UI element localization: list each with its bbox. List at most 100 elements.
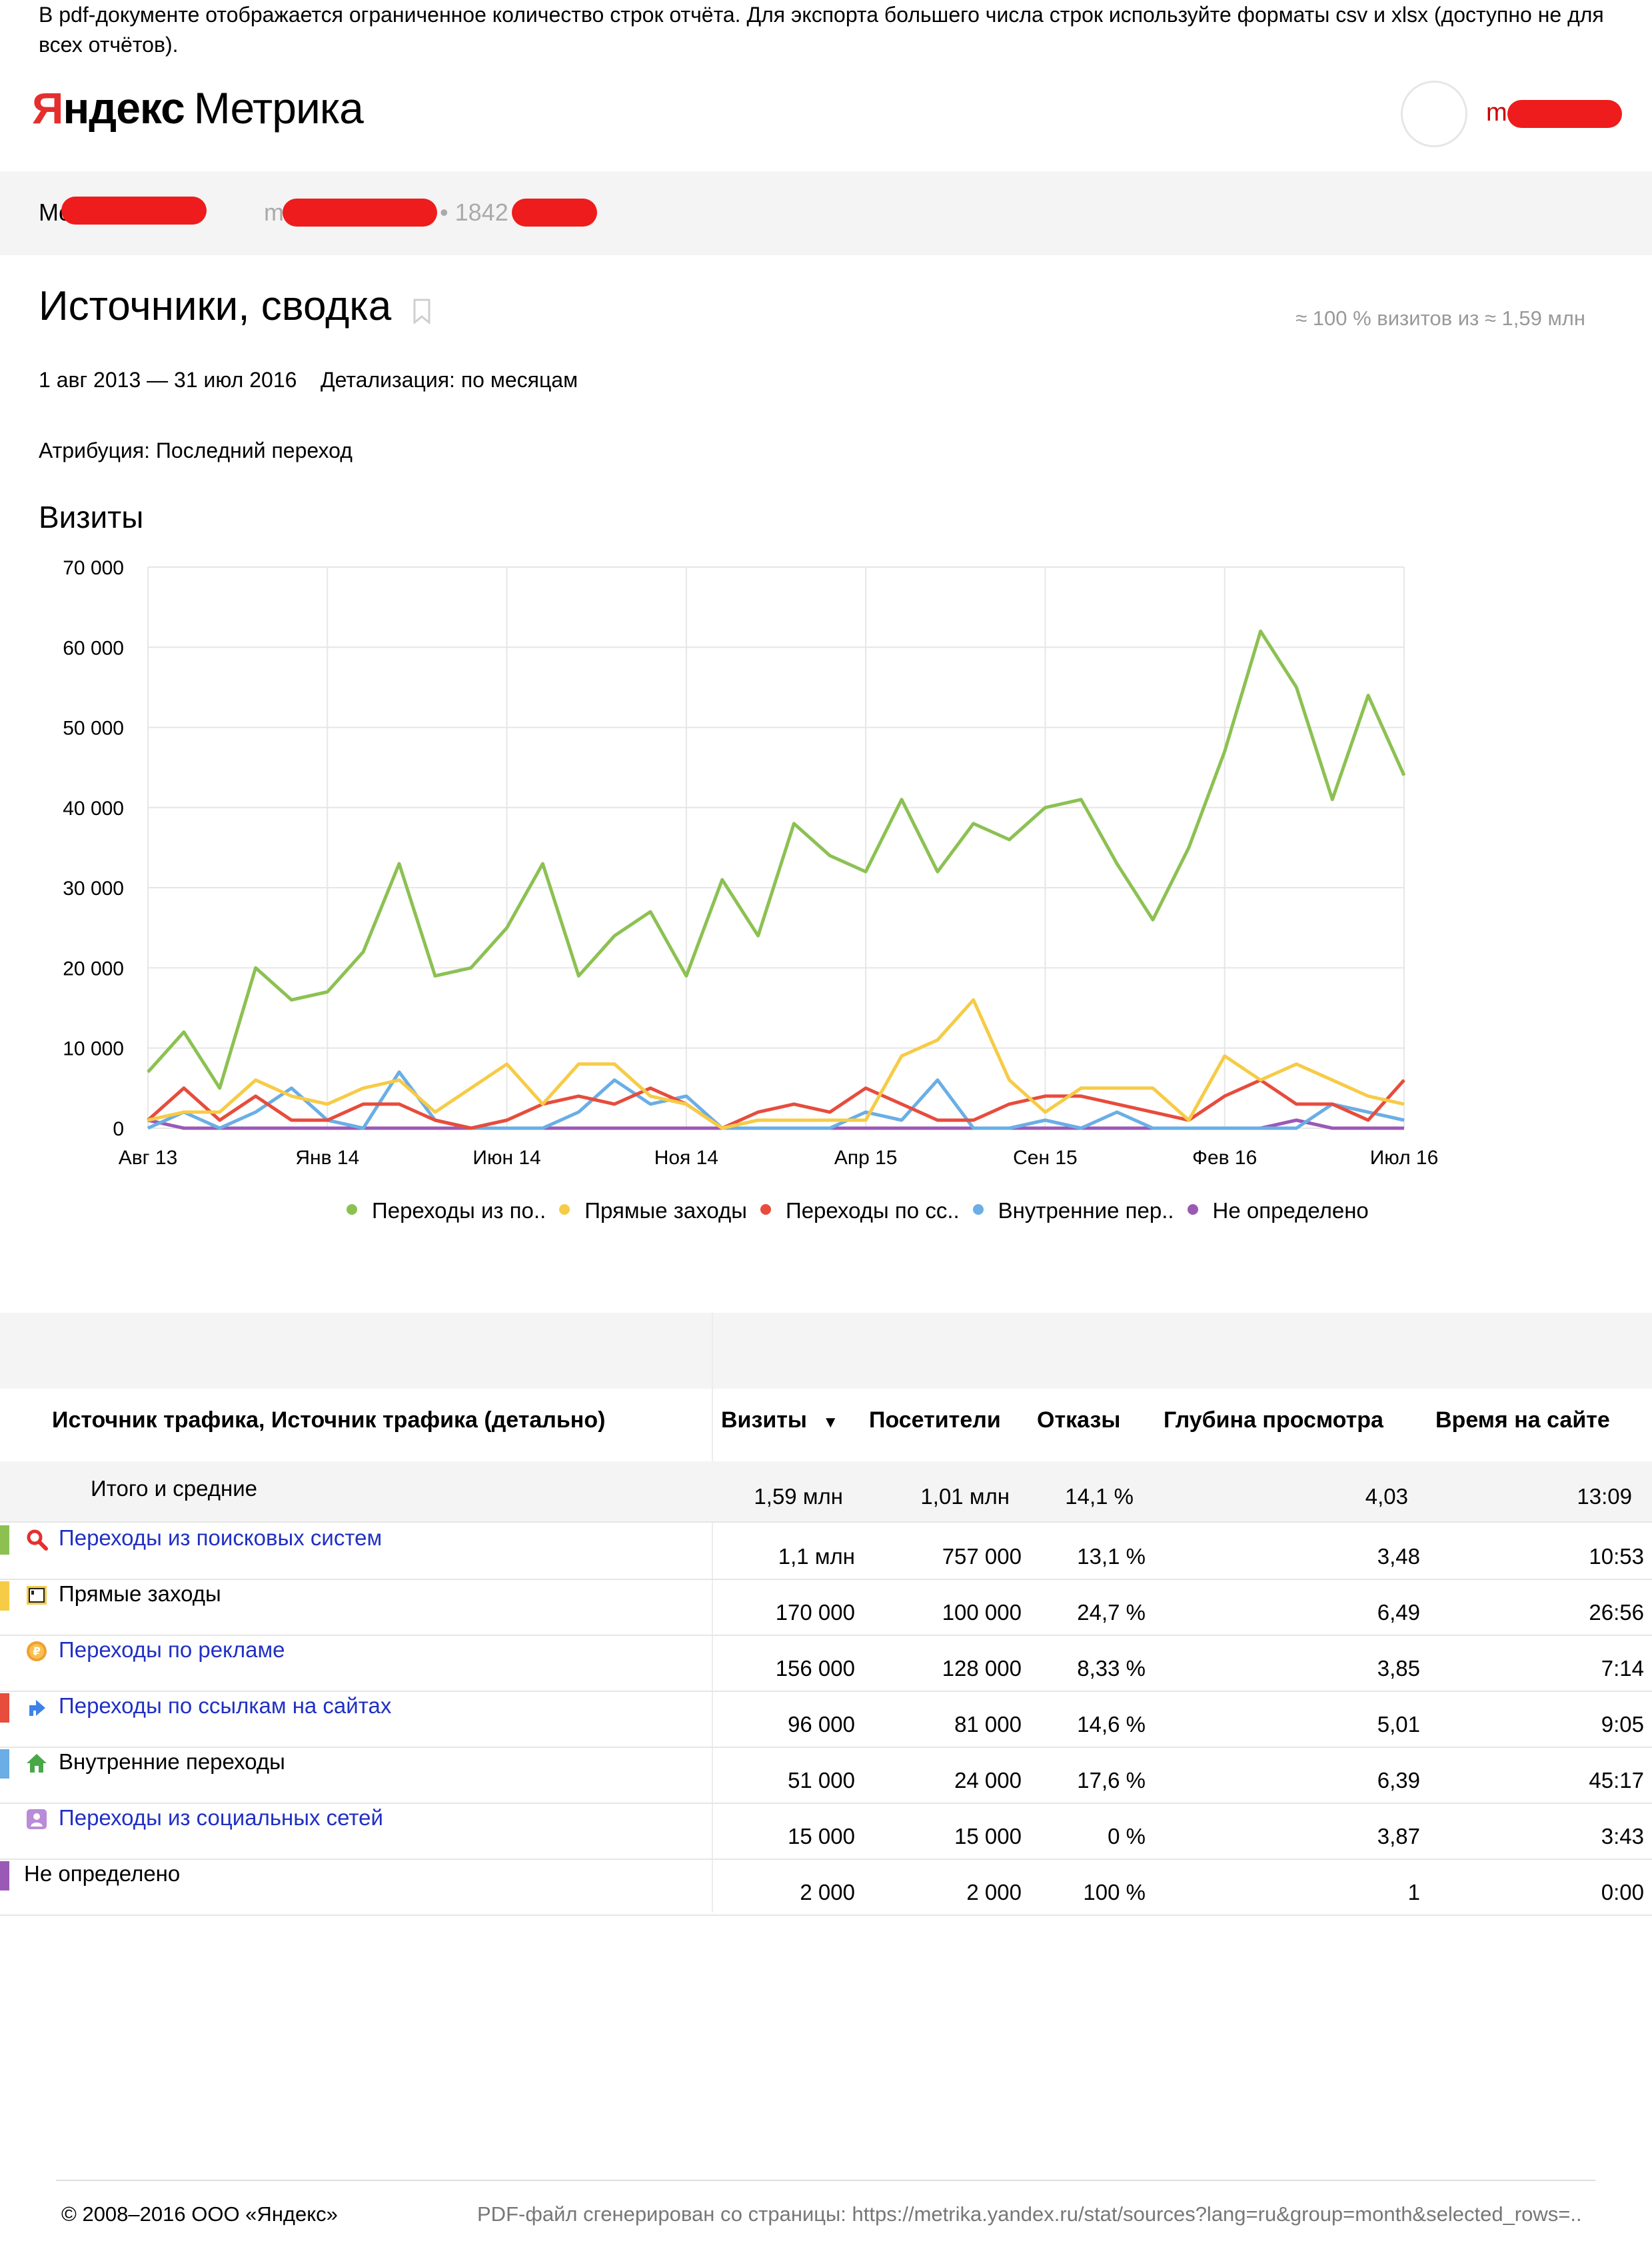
- row-visitors: 2 000: [966, 1880, 1022, 1904]
- row-depth: 3,48: [1377, 1544, 1420, 1569]
- breadcrumb: [0, 171, 1652, 255]
- sampling-info[interactable]: ≈ 100 % визитов из ≈ 1,59 млн: [1295, 307, 1585, 330]
- header-time[interactable]: Время на сайте: [1435, 1407, 1610, 1433]
- y-tick-label: 30 000: [63, 878, 124, 900]
- row-time: 3:43: [1601, 1824, 1644, 1849]
- total-visits: 1,59 млн: [754, 1484, 843, 1509]
- row-visits: 96 000: [788, 1712, 855, 1737]
- legend-dot-icon: [760, 1204, 771, 1215]
- legend-item[interactable]: Переходы из по..: [347, 1197, 546, 1225]
- y-tick-label: 10 000: [63, 1038, 124, 1060]
- chart-title: Визиты: [39, 500, 144, 534]
- row-visitors: 24 000: [954, 1768, 1022, 1793]
- row-label: Внутренние переходы: [59, 1749, 285, 1774]
- row-visitors: 100 000: [942, 1600, 1022, 1625]
- header-dimension[interactable]: Источник трафика, Источник трафика (дета…: [52, 1407, 606, 1433]
- row-time: 10:53: [1589, 1544, 1644, 1569]
- row-visitors: 757 000: [942, 1544, 1022, 1569]
- table-row[interactable]: Переходы из социальных сетей 15 000 15 000…: [0, 1803, 1652, 1860]
- chart-grid: [147, 566, 1405, 1129]
- row-depth: 1: [1407, 1880, 1420, 1904]
- header-depth[interactable]: Глубина просмотра: [1164, 1407, 1383, 1433]
- x-tick-label: Июн 14: [472, 1147, 540, 1169]
- total-time: 13:09: [1577, 1484, 1632, 1509]
- table-row[interactable]: Переходы из поисковых систем 1,1 млн 757 0…: [0, 1523, 1652, 1580]
- row-bounces: 100 %: [1083, 1880, 1146, 1904]
- row-depth: 5,01: [1377, 1712, 1420, 1737]
- table-row[interactable]: Не определено 2 000 2 000 100 % 1 0:00: [0, 1859, 1652, 1916]
- footer-source-url[interactable]: PDF-файл сгенерирован со страницы: https…: [477, 2202, 1582, 2226]
- row-bounces: 14,6 %: [1077, 1712, 1146, 1737]
- legend-item[interactable]: Внутренние пер..: [972, 1197, 1174, 1225]
- legend-label: Не определено: [1212, 1198, 1369, 1223]
- legend-item[interactable]: Прямые заходы: [559, 1197, 747, 1225]
- redaction-mark: [1507, 100, 1622, 128]
- row-time: 9:05: [1601, 1712, 1644, 1737]
- y-axis-labels: 0 10 000 20 000 30 000 40 000 50 000 60 000 70 …: [63, 557, 124, 1140]
- row-bounces: 24,7 %: [1077, 1600, 1146, 1625]
- breadcrumb-site[interactable]: m: [264, 199, 284, 226]
- table-row[interactable]: ₽ Переходы по рекламе 156 000 128 000 8,33 %…: [0, 1635, 1652, 1692]
- row-color-stripe: [0, 1749, 9, 1779]
- x-tick-label: Фев 16: [1192, 1147, 1257, 1169]
- svg-text:₽: ₽: [33, 1645, 41, 1659]
- row-label[interactable]: Переходы из социальных сетей: [59, 1805, 383, 1830]
- row-color-stripe: [0, 1861, 9, 1890]
- link-arrow-icon: [25, 1696, 48, 1719]
- detail-level[interactable]: Детализация: по месяцам: [320, 368, 578, 392]
- legend-dot-icon: [1187, 1204, 1198, 1215]
- total-visitors: 1,01 млн: [920, 1484, 1010, 1509]
- row-bounces: 0 %: [1108, 1824, 1146, 1849]
- y-tick-label: 20 000: [63, 958, 124, 980]
- yandex-metrika-logo[interactable]: Яндекс Метрика: [32, 83, 364, 133]
- y-tick-label: 0: [113, 1118, 124, 1140]
- legend-label: Переходы из по..: [372, 1198, 546, 1223]
- row-color-stripe: [0, 1581, 9, 1611]
- x-tick-label: Июл 16: [1370, 1147, 1439, 1169]
- attribution[interactable]: Атрибуция: Последний переход: [39, 438, 353, 462]
- row-depth: 3,87: [1377, 1824, 1420, 1849]
- report-period-row: 1 авг 2013 — 31 июл 2016 Детализация: по…: [39, 365, 578, 395]
- row-label: Не определено: [24, 1861, 181, 1886]
- header-bounces[interactable]: Отказы: [1037, 1407, 1121, 1433]
- row-label: Прямые заходы: [59, 1581, 221, 1606]
- row-visits: 156 000: [775, 1656, 855, 1681]
- chart-legend: Переходы из по.. Прямые заходы Переходы по…: [347, 1197, 1369, 1225]
- row-time: 26:56: [1589, 1600, 1644, 1625]
- row-visits: 51 000: [788, 1768, 855, 1793]
- legend-item[interactable]: Не определено: [1187, 1197, 1369, 1225]
- header-visits[interactable]: Визиты ▼: [721, 1407, 839, 1433]
- page-title: Источники, сводка: [39, 283, 392, 329]
- row-depth: 3,85: [1377, 1656, 1420, 1681]
- row-label[interactable]: Переходы по ссылкам на сайтах: [59, 1693, 392, 1718]
- legend-label: Внутренние пер..: [998, 1198, 1174, 1223]
- x-tick-label: Янв 14: [295, 1147, 359, 1169]
- separator-dot: •: [440, 199, 448, 226]
- search-icon: [25, 1528, 48, 1551]
- y-tick-label: 50 000: [63, 718, 124, 740]
- bookmark-icon[interactable]: [413, 299, 430, 324]
- series-line: [147, 1078, 1405, 1130]
- table-row[interactable]: Переходы по ссылкам на сайтах 96 000 81 00…: [0, 1691, 1652, 1748]
- table-row[interactable]: Прямые заходы 170 000 100 000 24,7 % 6,49 26:…: [0, 1579, 1652, 1636]
- report-period[interactable]: 1 авг 2013 — 31 июл 2016: [39, 368, 297, 392]
- row-visitors: 81 000: [954, 1712, 1022, 1737]
- visits-line-chart: 0 10 000 20 000 30 000 40 000 50 000 60 000 70 …: [63, 557, 1439, 1169]
- export-notice: В pdf-документе отображается ограниченно…: [39, 3, 1604, 57]
- legend-dot-icon: [972, 1204, 984, 1215]
- breadcrumb-counter-id: • 1842: [440, 199, 508, 227]
- x-tick-label: Ноя 14: [654, 1147, 718, 1169]
- row-label[interactable]: Переходы по рекламе: [59, 1637, 285, 1662]
- row-visitors: 15 000: [954, 1824, 1022, 1849]
- x-axis-labels: Авг 13 Янв 14 Июн 14 Ноя 14 Апр 15 Сен 15 Фев …: [119, 1147, 1439, 1169]
- table-row[interactable]: Внутренние переходы 51 000 24 000 17,6 % 6,3…: [0, 1747, 1652, 1804]
- header-visitors[interactable]: Посетители: [869, 1407, 1001, 1433]
- row-time: 0:00: [1601, 1880, 1644, 1904]
- row-label[interactable]: Переходы из поисковых систем: [59, 1525, 383, 1550]
- y-tick-label: 70 000: [63, 557, 124, 579]
- column-divider: [712, 1313, 713, 1912]
- row-visits: 2 000: [800, 1880, 855, 1904]
- avatar[interactable]: [1401, 81, 1467, 147]
- row-bounces: 8,33 %: [1077, 1656, 1146, 1681]
- legend-item[interactable]: Переходы по сс..: [760, 1197, 960, 1225]
